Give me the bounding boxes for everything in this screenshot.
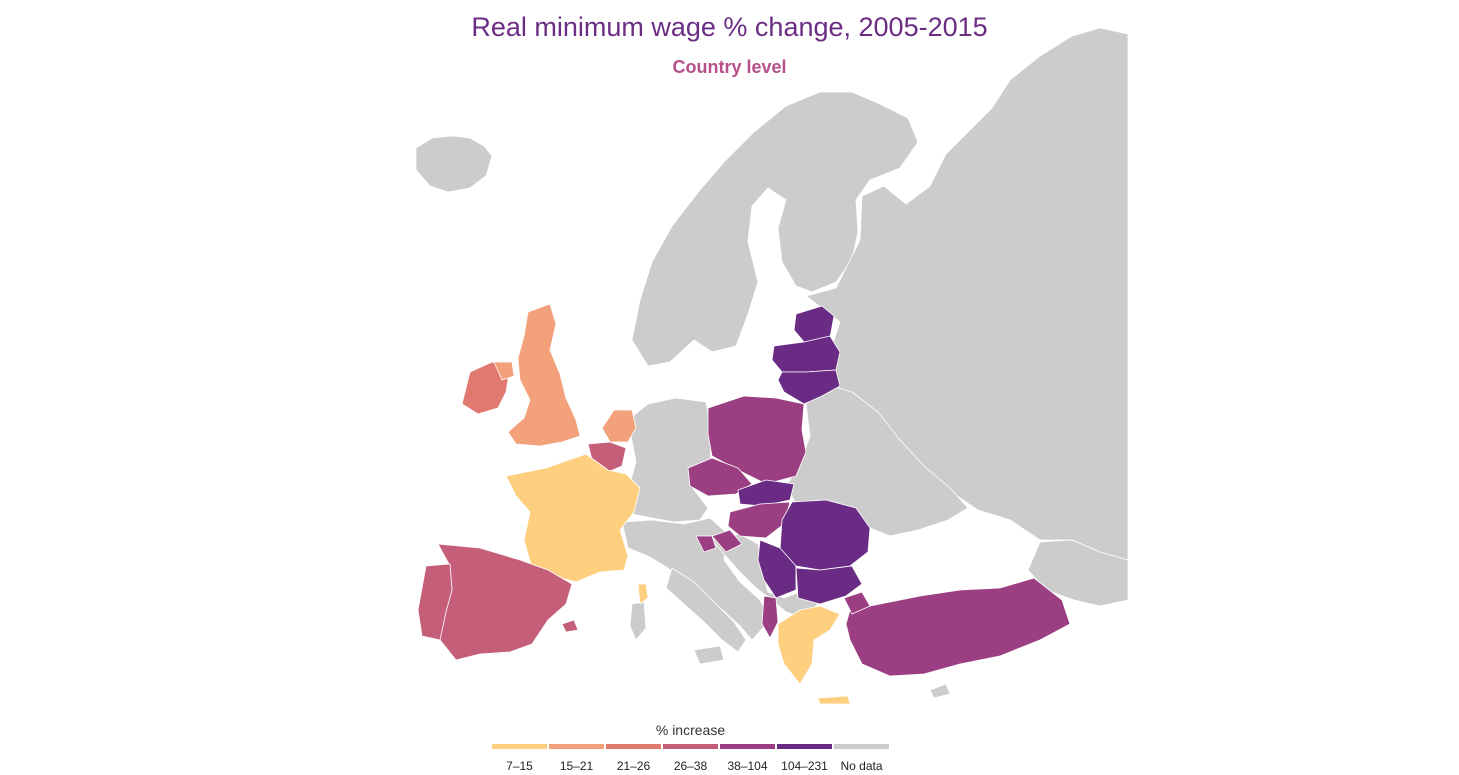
country-balearic — [561, 619, 579, 633]
map-title: Real minimum wage % change, 2005-2015 — [471, 12, 988, 42]
country-slovakia — [737, 479, 795, 507]
no-data-region — [415, 27, 1129, 699]
country-poland — [707, 395, 807, 485]
legend-swatch — [720, 744, 775, 749]
legend-title: % increase — [655, 722, 726, 738]
legend-item: 26–38 — [662, 744, 719, 773]
data-countries — [417, 303, 1071, 705]
legend-item: 38–104 — [719, 744, 776, 773]
country-sardinia — [629, 601, 647, 641]
legend-swatch — [834, 744, 889, 749]
country-bulgaria — [795, 565, 863, 605]
country-sicily — [693, 645, 725, 665]
legend: 7–15 15–21 21–26 26–38 38–104 104–231 No… — [491, 744, 890, 773]
legend-label: 7–15 — [506, 759, 533, 773]
country-crete — [817, 695, 851, 705]
country-turkey — [845, 577, 1071, 677]
legend-swatch — [663, 744, 718, 749]
country-portugal — [417, 563, 453, 641]
country-italy — [665, 567, 747, 653]
map-subtitle: Country level — [672, 57, 787, 77]
country-hungary — [727, 501, 791, 539]
legend-label: 21–26 — [616, 759, 651, 773]
legend-item: 104–231 — [776, 744, 833, 773]
legend-label: 38–104 — [727, 759, 768, 773]
legend-label: 26–38 — [673, 759, 708, 773]
legend-label: 15–21 — [559, 759, 594, 773]
legend-item: 21–26 — [605, 744, 662, 773]
legend-label: No data — [840, 759, 883, 773]
country-cyprus — [929, 683, 951, 699]
legend-swatch — [777, 744, 832, 749]
legend-swatch — [492, 744, 547, 749]
country-lithuania — [777, 369, 841, 405]
country-netherlands — [601, 409, 637, 443]
country-corsica — [637, 583, 649, 605]
legend-label: 104–231 — [781, 759, 828, 773]
legend-item: 15–21 — [548, 744, 605, 773]
country-croatia — [711, 529, 743, 553]
legend-item: 7–15 — [491, 744, 548, 773]
legend-swatch — [606, 744, 661, 749]
country-serbia — [757, 539, 797, 599]
country-romania — [779, 499, 871, 571]
legend-swatch — [549, 744, 604, 749]
country-albania — [761, 595, 779, 639]
country-united-kingdom — [507, 303, 581, 447]
country-latvia — [771, 335, 841, 373]
country-france — [505, 453, 641, 583]
country-northern-ireland-uk — [493, 361, 515, 381]
country-germany-central — [627, 397, 713, 523]
country-greece — [777, 605, 841, 685]
country-turkey-thrace — [843, 591, 871, 615]
country-slovenia — [695, 535, 717, 553]
legend-item: No data — [833, 744, 890, 773]
country-iceland — [415, 135, 493, 193]
